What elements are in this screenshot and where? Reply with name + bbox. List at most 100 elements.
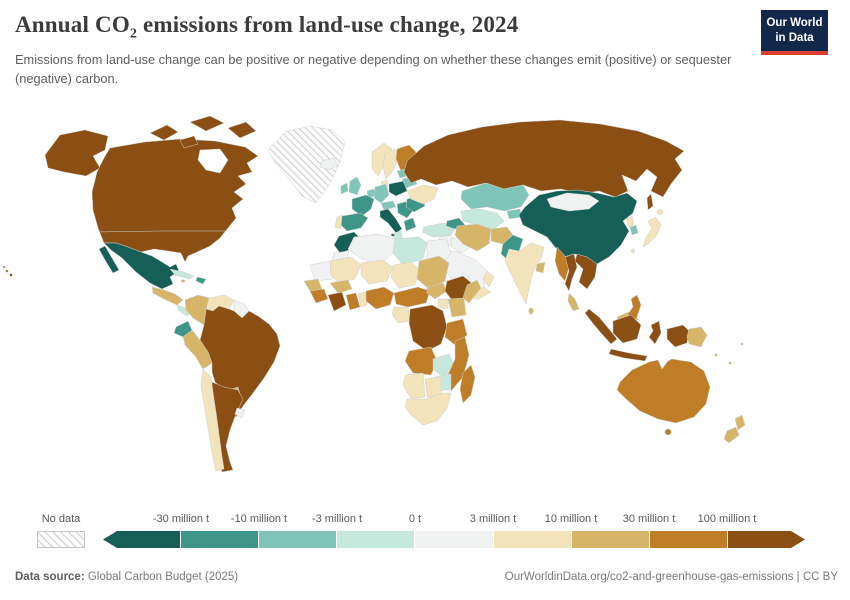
owid-logo-line1: Our World <box>766 17 823 30</box>
country-portugal[interactable] <box>334 214 343 230</box>
legend-bin-7[interactable] <box>649 531 728 548</box>
country-bangladesh[interactable] <box>535 261 546 274</box>
country-ukraine[interactable] <box>406 184 439 205</box>
country-iceland[interactable] <box>319 157 339 171</box>
country-egypt[interactable] <box>426 238 452 264</box>
attribution-link[interactable]: OurWorldinData.org/co2-and-greenhouse-ga… <box>504 571 838 583</box>
legend-bin-3[interactable] <box>337 531 416 548</box>
country-kenya[interactable] <box>447 297 467 318</box>
country-alpine[interactable] <box>380 200 397 211</box>
legend-bin-6[interactable] <box>571 531 650 548</box>
country-madagascar[interactable] <box>459 364 476 404</box>
country-south-korea[interactable] <box>629 224 639 236</box>
data-source-label: Data source: <box>15 571 85 583</box>
country-niger[interactable] <box>360 259 394 285</box>
country-taiwan[interactable] <box>631 248 635 254</box>
country-uk[interactable] <box>348 176 362 196</box>
country-peru[interactable] <box>182 329 213 370</box>
country-japan[interactable] <box>642 209 664 248</box>
country-south-sudan[interactable] <box>426 282 448 300</box>
owid-logo-line2: in Data <box>775 31 814 44</box>
country-senegal[interactable] <box>303 278 323 292</box>
country-gabon-congo[interactable] <box>391 306 411 324</box>
country-indochina[interactable] <box>574 253 598 290</box>
legend-bin-5[interactable] <box>493 531 572 548</box>
country-hispaniola[interactable] <box>195 276 207 285</box>
country-germany[interactable] <box>373 183 390 204</box>
country-burkina[interactable] <box>329 279 353 294</box>
country-pacific-islands[interactable] <box>714 342 744 365</box>
country-chad[interactable] <box>390 261 420 289</box>
country-ireland[interactable] <box>340 182 349 195</box>
legend-bin-8[interactable] <box>728 531 805 548</box>
country-thailand[interactable] <box>564 253 578 292</box>
country-mali[interactable] <box>329 256 362 284</box>
legend-boundary-label-7: 100 million t <box>697 513 757 525</box>
legend-bin-4[interactable] <box>415 531 494 548</box>
legend-bin-0[interactable] <box>103 531 182 548</box>
country-drc[interactable] <box>408 304 448 352</box>
country-sweden[interactable] <box>382 148 400 180</box>
legend-boundary-label-6: 30 million t <box>622 513 676 525</box>
country-china[interactable] <box>518 189 638 265</box>
country-kazakhstan[interactable] <box>460 182 530 212</box>
country-libya[interactable] <box>392 236 428 266</box>
country-angola[interactable] <box>404 346 438 376</box>
legend-bar <box>103 531 805 548</box>
country-somalia[interactable] <box>462 279 482 304</box>
page-title: Annual CO2 emissions from land-use chang… <box>15 12 519 41</box>
country-south-africa[interactable] <box>404 392 452 426</box>
country-uruguay[interactable] <box>234 407 246 419</box>
legend-bin-2[interactable] <box>259 531 338 548</box>
country-india[interactable] <box>504 242 545 305</box>
country-spain[interactable] <box>339 212 369 232</box>
country-cuba[interactable] <box>169 268 195 280</box>
country-central-america[interactable] <box>151 286 184 306</box>
country-indonesia[interactable] <box>584 308 690 362</box>
country-algeria[interactable] <box>347 233 396 268</box>
legend-boundary-label-2: -3 million t <box>311 513 363 525</box>
country-sri-lanka[interactable] <box>528 307 534 315</box>
title-subscript: 2 <box>129 25 138 41</box>
country-poland[interactable] <box>388 180 408 197</box>
country-botswana[interactable] <box>424 376 442 398</box>
country-png[interactable] <box>686 326 708 348</box>
country-new-zealand[interactable] <box>723 414 746 444</box>
country-mongolia[interactable] <box>546 192 600 212</box>
country-togo-benin[interactable] <box>357 291 368 308</box>
country-ivory-coast[interactable] <box>327 291 347 312</box>
legend-boundary-label-0: -30 million t <box>152 513 210 525</box>
country-guinea[interactable] <box>309 288 329 304</box>
country-jamaica[interactable] <box>180 279 186 283</box>
country-namibia[interactable] <box>402 372 426 400</box>
country-nigeria[interactable] <box>365 286 395 310</box>
country-sudan[interactable] <box>416 255 450 290</box>
country-greece[interactable] <box>403 217 417 232</box>
country-cameroon-car[interactable] <box>393 286 431 308</box>
country-mozambique[interactable] <box>446 336 470 392</box>
country-greenland[interactable] <box>267 125 346 204</box>
no-data-label: No data <box>41 513 81 525</box>
country-russia[interactable] <box>403 119 685 211</box>
map-legend: No data -30 million t -10 million t -3 mil… <box>0 510 850 552</box>
country-iran[interactable] <box>454 223 492 252</box>
us-canada-border <box>94 230 235 233</box>
country-central-asia[interactable] <box>460 208 505 230</box>
country-ghana[interactable] <box>345 292 361 311</box>
hudson-bay <box>197 148 229 174</box>
legend-bin-1[interactable] <box>181 531 260 548</box>
country-australia[interactable] <box>616 358 711 436</box>
country-oman[interactable] <box>482 270 495 288</box>
country-chile[interactable] <box>200 368 225 472</box>
chart-subtitle: Emissions from land-use change can be po… <box>15 51 732 86</box>
header: Annual CO2 emissions from land-use chang… <box>15 10 835 88</box>
country-myanmar[interactable] <box>554 246 570 282</box>
legend-boundary-label-3: 0 t <box>408 513 422 525</box>
legend-boundary-label-4: 3 million t <box>469 513 517 525</box>
country-italy[interactable] <box>379 208 403 237</box>
country-france[interactable] <box>351 194 375 217</box>
no-data-swatch[interactable] <box>37 531 85 548</box>
country-north-korea[interactable] <box>625 215 635 228</box>
owid-logo[interactable]: Our World in Data <box>761 10 828 55</box>
country-uganda[interactable] <box>437 298 449 310</box>
